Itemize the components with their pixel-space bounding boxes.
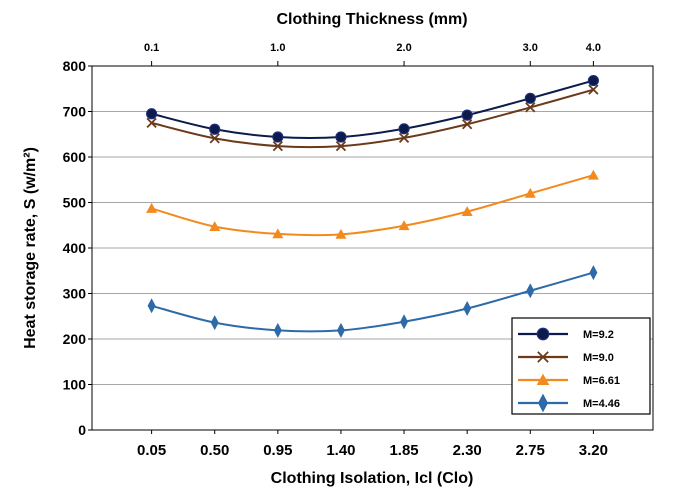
data-point <box>524 187 536 198</box>
x-tick-label: 2.30 <box>453 442 482 459</box>
data-point-stroke <box>335 140 347 152</box>
data-point <box>336 322 345 338</box>
y-tick-label: 800 <box>63 58 87 74</box>
y-tick-label: 300 <box>63 286 87 302</box>
y-tick-label: 100 <box>63 377 87 393</box>
data-point <box>272 140 283 152</box>
data-point <box>463 301 472 317</box>
x-tick-label: 0.95 <box>263 442 292 459</box>
top-tick-label: 1.0 <box>270 42 285 54</box>
legend-swatch-marker <box>536 327 550 341</box>
top-tick-label: 0.1 <box>144 42 159 54</box>
series-4 <box>147 265 598 338</box>
data-point-stroke <box>588 84 599 95</box>
data-point <box>146 202 158 213</box>
data-point <box>335 228 347 239</box>
legend-entry: M=9.2 <box>518 327 614 341</box>
data-point <box>462 119 473 130</box>
legend-label: M=4.46 <box>583 398 620 410</box>
data-point <box>461 206 473 216</box>
data-point-stroke <box>398 132 410 144</box>
data-point <box>209 221 221 232</box>
legend-entry: M=6.61 <box>518 373 620 387</box>
data-point <box>461 109 473 121</box>
data-point <box>210 315 219 331</box>
x-tick-label: 0.05 <box>137 442 166 459</box>
data-point <box>209 123 221 135</box>
top-tick-label: 2.0 <box>396 42 411 54</box>
data-point <box>525 102 536 113</box>
data-point-stroke <box>462 119 473 130</box>
y-axis-title: Heat storage rate, S (w/m²) <box>22 147 39 349</box>
y-tick-label: 600 <box>63 149 87 165</box>
legend-swatch-marker <box>536 373 550 386</box>
data-point <box>400 314 409 330</box>
legend-box <box>511 317 651 415</box>
top-tick-label: 4.0 <box>586 42 601 54</box>
data-point-stroke <box>272 140 283 152</box>
series-line <box>151 174 594 237</box>
x-tick-label: 1.40 <box>326 442 355 459</box>
data-point-stroke <box>146 117 157 129</box>
x-tick-label: 3.20 <box>579 442 608 459</box>
data-point <box>146 117 157 129</box>
series-2 <box>146 84 599 152</box>
legend-swatch-marker <box>537 351 549 363</box>
legend-label: M=6.61 <box>583 375 620 387</box>
series-3 <box>146 169 599 239</box>
data-point <box>335 140 347 152</box>
data-point <box>526 283 535 299</box>
y-tick-label: 200 <box>63 331 87 347</box>
grid-lines <box>92 111 653 385</box>
data-point <box>272 131 284 143</box>
data-point-stroke <box>525 102 536 113</box>
data-point-stroke <box>209 133 220 144</box>
y-tick-label: 700 <box>63 104 87 120</box>
data-point <box>272 228 284 239</box>
data-point <box>398 123 410 135</box>
series-line <box>151 88 594 149</box>
legend-entry: M=4.46 <box>518 393 620 413</box>
data-point <box>273 322 282 338</box>
y-tick-label: 0 <box>78 422 86 438</box>
series-1 <box>146 74 599 143</box>
data-point <box>589 265 598 281</box>
legend-label: M=9.2 <box>583 329 614 341</box>
data-point <box>524 92 536 104</box>
data-point <box>146 108 158 120</box>
x-axis-title: Clothing Isolation, Icl (Clo) <box>271 470 474 487</box>
tick-layer: 0 100 200 300 400 500 600 700 800 0.05 0.50 0.95 1.4… <box>63 42 608 459</box>
top-axis-title: Clothing Thickness (mm) <box>276 11 467 28</box>
legend-entry: M=9.0 <box>518 351 614 364</box>
data-point <box>398 132 410 144</box>
data-point <box>587 169 599 180</box>
data-point <box>398 220 410 231</box>
legend-label: M=9.0 <box>583 352 614 364</box>
x-tick-label: 2.75 <box>516 442 545 459</box>
series-layer <box>146 74 599 338</box>
data-point <box>588 84 599 95</box>
legend-swatch-marker <box>538 393 548 413</box>
data-point <box>335 131 347 143</box>
data-point <box>209 133 220 144</box>
legend-swatch-marker-stroke <box>537 351 549 363</box>
data-point <box>147 298 156 314</box>
data-point <box>587 74 599 87</box>
y-tick-label: 500 <box>63 195 87 211</box>
legend: M=9.2 M=9.0 M=6.61 M=4.46 <box>511 317 651 415</box>
x-tick-label: 0.50 <box>200 442 229 459</box>
top-tick-label: 3.0 <box>523 42 538 54</box>
y-tick-label: 400 <box>63 240 87 256</box>
x-tick-label: 1.85 <box>389 442 418 459</box>
